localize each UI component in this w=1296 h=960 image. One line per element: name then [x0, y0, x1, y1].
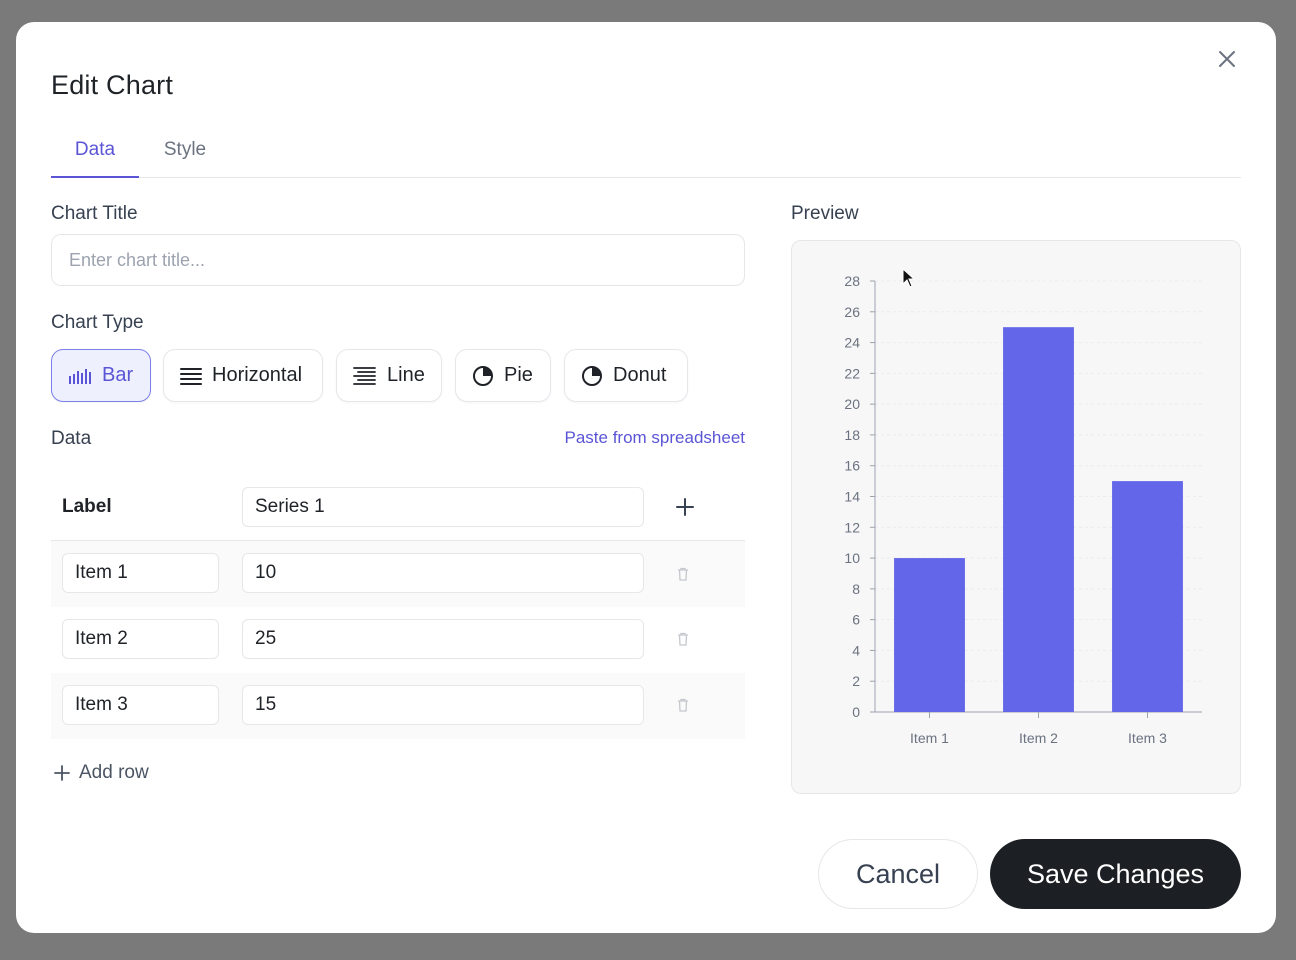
chart-type-line-button[interactable]: Line	[336, 349, 442, 402]
bar	[1003, 327, 1074, 712]
row-value-input[interactable]: 15	[242, 685, 644, 725]
paste-from-spreadsheet-link[interactable]: Paste from spreadsheet	[564, 428, 745, 447]
close-button[interactable]	[1212, 44, 1242, 74]
chart-type-bar-button[interactable]: Bar	[51, 349, 151, 402]
plus-icon	[676, 498, 694, 516]
trash-icon	[678, 698, 688, 712]
label-column-header: Label	[62, 496, 112, 517]
bar-chart-icon	[69, 368, 91, 384]
tab-style[interactable]: Style	[163, 139, 207, 160]
y-tick-label: 20	[844, 396, 860, 412]
delete-row-button[interactable]	[672, 628, 694, 650]
mouse-cursor-icon	[902, 267, 916, 295]
delete-row-button[interactable]	[672, 694, 694, 716]
tab-data[interactable]: Data	[51, 130, 139, 178]
plus-icon	[54, 765, 70, 781]
row-value-input[interactable]: 25	[242, 619, 644, 659]
row-label-input[interactable]: Item 3	[62, 685, 219, 725]
cancel-button[interactable]: Cancel	[818, 839, 978, 909]
series-name-input[interactable]: Series 1	[242, 487, 644, 527]
dialog-title: Edit Chart	[51, 70, 174, 100]
add-series-button[interactable]	[672, 494, 698, 520]
close-icon	[1219, 51, 1235, 67]
chart-type-horizontal-button[interactable]: Horizontal	[163, 349, 323, 402]
horizontal-bars-icon	[180, 367, 202, 385]
table-divider	[51, 540, 745, 541]
chart-type-donut-label: Donut	[613, 364, 667, 386]
tab-bar: Data Style	[51, 130, 1241, 178]
trash-icon	[678, 632, 688, 646]
x-tick-label: Item 1	[910, 730, 949, 746]
chart-type-label: Chart Type	[51, 312, 144, 333]
save-changes-button[interactable]: Save Changes	[990, 839, 1241, 909]
chart-title-label: Chart Title	[51, 203, 138, 224]
row-label-input[interactable]: Item 2	[62, 619, 219, 659]
pie-chart-icon	[473, 365, 493, 386]
y-tick-label: 28	[844, 273, 860, 289]
row-label-input[interactable]: Item 1	[62, 553, 219, 593]
bar	[894, 558, 965, 712]
preview-label: Preview	[791, 203, 859, 224]
line-list-icon	[353, 366, 376, 385]
chart-title-input[interactable]	[51, 234, 745, 286]
y-tick-label: 2	[852, 673, 860, 689]
y-tick-label: 22	[844, 365, 860, 381]
row-value-input[interactable]: 10	[242, 553, 644, 593]
y-tick-label: 18	[844, 427, 860, 443]
chart-type-line-label: Line	[387, 364, 425, 386]
y-tick-label: 8	[852, 581, 860, 597]
y-tick-label: 0	[852, 704, 860, 720]
y-tick-label: 24	[844, 335, 860, 351]
data-section-label: Data	[51, 428, 92, 449]
donut-chart-icon	[582, 365, 602, 386]
bar	[1112, 481, 1183, 712]
chart-type-pie-button[interactable]: Pie	[455, 349, 551, 402]
x-tick-label: Item 2	[1019, 730, 1058, 746]
chart-type-pie-label: Pie	[504, 364, 533, 386]
chart-type-bar-label: Bar	[102, 364, 134, 386]
x-tick-label: Item 3	[1128, 730, 1167, 746]
y-tick-label: 10	[844, 550, 860, 566]
y-tick-label: 26	[844, 304, 860, 320]
add-row-button[interactable]: Add row	[53, 762, 149, 784]
chart-type-horizontal-label: Horizontal	[212, 364, 303, 386]
y-tick-label: 4	[852, 642, 860, 658]
trash-icon	[678, 567, 688, 581]
chart-type-donut-button[interactable]: Donut	[564, 349, 688, 402]
y-tick-label: 14	[844, 489, 860, 505]
y-tick-label: 6	[852, 612, 860, 628]
delete-row-button[interactable]	[672, 563, 694, 585]
y-tick-label: 16	[844, 458, 860, 474]
y-tick-label: 12	[844, 519, 860, 535]
chart-preview: 0 2 4 6 8 10 12 14 16 18 20 22 24 26 28 Item 1 Item 2 Ite…	[791, 240, 1241, 794]
add-row-label: Add row	[79, 762, 149, 783]
